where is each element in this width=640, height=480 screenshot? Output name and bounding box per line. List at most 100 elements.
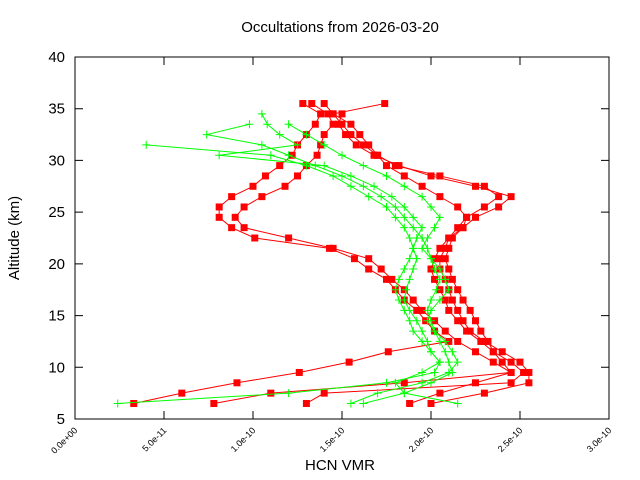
- data-point: [441, 275, 450, 284]
- data-point: [388, 275, 396, 283]
- data-point: [400, 265, 409, 274]
- data-point: [444, 368, 453, 377]
- data-point: [427, 202, 435, 211]
- data-point: [257, 140, 266, 149]
- data-point: [245, 120, 254, 129]
- data-point: [342, 131, 350, 139]
- data-point: [276, 162, 284, 170]
- data-point: [418, 378, 427, 387]
- data-point: [427, 378, 435, 387]
- data-point: [293, 140, 302, 149]
- data-point: [284, 120, 293, 129]
- x-tick-label: 5.0e-11: [140, 425, 168, 453]
- data-point: [431, 275, 439, 283]
- data-point: [329, 244, 337, 252]
- data-point: [444, 358, 453, 367]
- data-point: [466, 327, 474, 335]
- data-point: [436, 193, 444, 201]
- data-point: [295, 368, 303, 376]
- data-point: [395, 162, 403, 170]
- x-tick-label: 3.0e-10: [585, 425, 614, 454]
- data-point: [130, 399, 138, 407]
- data-point: [412, 254, 421, 263]
- data-point: [472, 317, 479, 325]
- x-tick-label: 0.0e+00: [49, 425, 79, 455]
- data-point: [346, 399, 355, 408]
- data-point: [453, 399, 462, 408]
- data-point: [113, 399, 122, 408]
- data-point: [435, 296, 444, 305]
- data-point: [409, 296, 417, 304]
- data-point: [202, 130, 211, 139]
- data-point: [347, 120, 355, 128]
- data-point: [409, 265, 418, 274]
- data-point: [400, 182, 409, 191]
- data-point: [258, 193, 266, 201]
- data-point: [261, 172, 269, 180]
- data-point: [418, 327, 427, 336]
- data-point: [436, 244, 444, 252]
- y-axis-label: Altitude (km): [6, 196, 23, 280]
- data-point: [320, 161, 329, 170]
- data-point: [302, 130, 311, 139]
- data-point: [409, 327, 418, 336]
- data-point: [400, 202, 409, 211]
- data-point: [441, 296, 449, 304]
- series-7: [215, 109, 462, 408]
- data-point: [409, 223, 418, 232]
- data-point: [430, 327, 439, 336]
- data-point: [400, 379, 408, 387]
- data-point: [338, 171, 346, 180]
- data-point: [215, 151, 224, 160]
- y-tick-label: 10: [48, 359, 65, 376]
- data-point: [359, 141, 367, 149]
- data-point: [516, 358, 524, 366]
- data-point: [299, 100, 307, 108]
- data-point: [383, 162, 390, 170]
- data-point: [445, 244, 453, 252]
- data-point: [463, 213, 471, 221]
- data-point: [400, 389, 409, 398]
- data-point: [383, 275, 390, 283]
- data-point: [435, 265, 444, 274]
- data-point: [382, 202, 391, 211]
- data-point: [329, 171, 338, 180]
- data-point: [294, 172, 301, 180]
- data-point: [418, 368, 427, 377]
- data-point: [394, 296, 403, 305]
- data-point: [495, 203, 503, 211]
- data-point: [373, 389, 382, 398]
- data-point: [257, 109, 266, 118]
- data-point: [326, 244, 334, 252]
- data-point: [498, 358, 506, 366]
- data-point: [324, 110, 332, 118]
- data-point: [365, 255, 373, 263]
- data-point: [432, 285, 441, 294]
- data-point: [444, 285, 453, 294]
- data-point: [320, 131, 328, 139]
- data-point: [391, 213, 400, 222]
- data-point: [466, 306, 474, 314]
- data-point: [441, 327, 449, 335]
- data-point: [412, 316, 421, 325]
- data-point: [285, 234, 293, 242]
- data-point: [228, 224, 236, 232]
- data-point: [406, 399, 414, 407]
- data-point: [311, 120, 319, 128]
- data-point: [507, 193, 515, 201]
- data-point: [346, 182, 355, 191]
- data-point: [427, 296, 435, 305]
- data-point: [498, 348, 506, 356]
- data-point: [334, 120, 342, 128]
- series-line: [288, 123, 459, 404]
- data-point: [284, 389, 293, 398]
- data-point: [359, 399, 368, 408]
- data-point: [329, 110, 337, 118]
- data-point: [391, 162, 399, 170]
- data-point: [400, 223, 409, 232]
- data-point: [382, 378, 391, 387]
- data-point: [329, 120, 337, 128]
- data-point: [381, 100, 389, 108]
- data-point: [345, 358, 353, 366]
- data-point: [178, 389, 186, 397]
